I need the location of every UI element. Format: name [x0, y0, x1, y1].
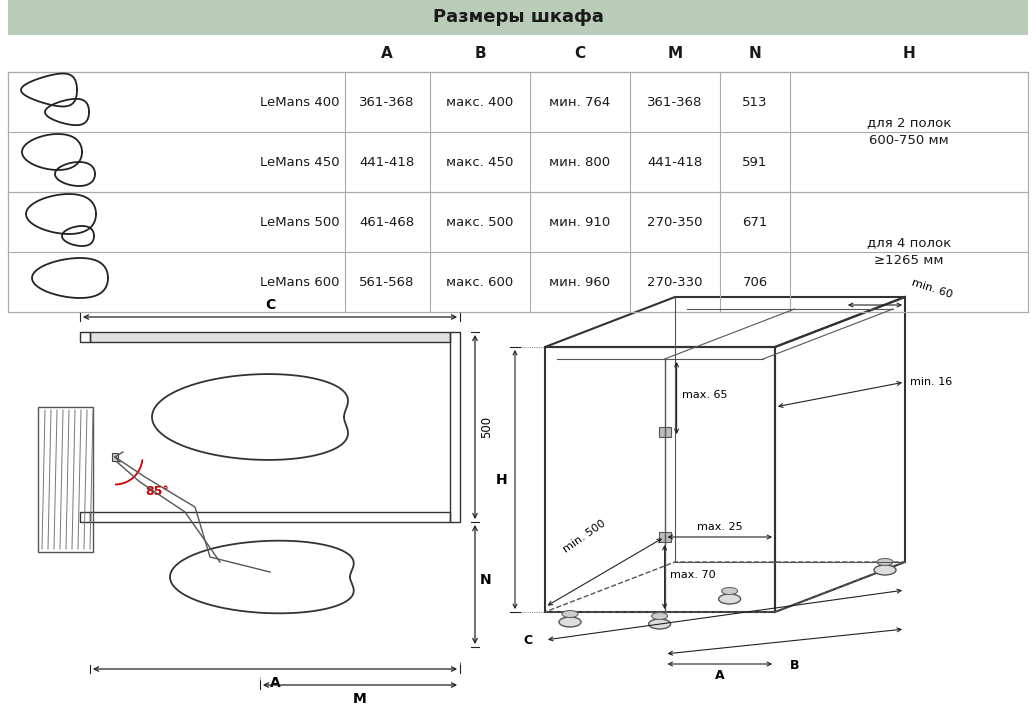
- Text: min. 16: min. 16: [910, 377, 952, 387]
- Text: B: B: [790, 659, 800, 672]
- Text: 441-418: 441-418: [648, 156, 702, 168]
- Text: макс. 400: макс. 400: [447, 95, 514, 108]
- Text: C: C: [265, 298, 276, 312]
- Ellipse shape: [562, 611, 578, 617]
- Text: макс. 600: макс. 600: [447, 276, 514, 288]
- Bar: [8, 0, 1028, 35]
- Bar: [659, 427, 670, 437]
- Bar: [90, 332, 450, 342]
- Text: 361-368: 361-368: [359, 95, 414, 108]
- Text: 500: 500: [480, 416, 493, 438]
- Text: 706: 706: [743, 276, 768, 288]
- Text: H: H: [495, 472, 507, 486]
- Text: мин. 764: мин. 764: [549, 95, 610, 108]
- Text: для 4 полок
≥1265 мм: для 4 полок ≥1265 мм: [867, 237, 951, 267]
- Text: 461-468: 461-468: [359, 216, 414, 228]
- Text: 270-330: 270-330: [648, 276, 702, 288]
- Text: для 2 полок
600-750 мм: для 2 полок 600-750 мм: [867, 117, 951, 148]
- Bar: [112, 453, 118, 461]
- Text: max. 65: max. 65: [682, 390, 727, 400]
- Text: min. 500: min. 500: [562, 518, 608, 554]
- Text: LeMans 600: LeMans 600: [260, 276, 340, 288]
- Text: C: C: [574, 46, 585, 61]
- Ellipse shape: [719, 594, 741, 604]
- Text: A: A: [715, 669, 724, 682]
- Text: LeMans 400: LeMans 400: [260, 95, 340, 108]
- Text: min. 60: min. 60: [910, 277, 953, 300]
- Text: max. 25: max. 25: [697, 522, 743, 532]
- Text: LeMans 450: LeMans 450: [260, 156, 340, 168]
- Text: мин. 910: мин. 910: [549, 216, 610, 228]
- Text: 513: 513: [742, 95, 768, 108]
- Bar: [80, 512, 90, 522]
- Ellipse shape: [722, 588, 738, 595]
- Text: M: M: [667, 46, 683, 61]
- Ellipse shape: [652, 612, 667, 619]
- Text: A: A: [269, 676, 281, 690]
- Bar: [90, 512, 450, 522]
- Text: мин. 800: мин. 800: [549, 156, 610, 168]
- Bar: [450, 332, 460, 522]
- Text: C: C: [524, 633, 533, 646]
- Text: A: A: [381, 46, 393, 61]
- Text: M: M: [353, 692, 367, 706]
- Text: 591: 591: [743, 156, 768, 168]
- Text: 85°: 85°: [145, 485, 169, 498]
- Bar: [80, 332, 90, 342]
- Text: N: N: [480, 573, 492, 587]
- Text: макс. 450: макс. 450: [447, 156, 514, 168]
- Bar: [90, 332, 450, 342]
- Bar: [545, 347, 775, 612]
- Bar: [38, 407, 93, 552]
- Text: 361-368: 361-368: [648, 95, 702, 108]
- Text: макс. 500: макс. 500: [447, 216, 514, 228]
- Text: LeMans 500: LeMans 500: [260, 216, 340, 228]
- Text: max. 70: max. 70: [669, 570, 715, 580]
- Text: 671: 671: [743, 216, 768, 228]
- Text: H: H: [902, 46, 916, 61]
- Ellipse shape: [874, 565, 896, 575]
- Text: Размеры шкафа: Размеры шкафа: [433, 8, 603, 26]
- Ellipse shape: [559, 617, 581, 627]
- Text: мин. 960: мин. 960: [549, 276, 610, 288]
- Text: 561-568: 561-568: [359, 276, 414, 288]
- Ellipse shape: [649, 619, 670, 629]
- Text: B: B: [474, 46, 486, 61]
- Ellipse shape: [877, 559, 893, 566]
- Text: 441-418: 441-418: [359, 156, 414, 168]
- Text: 270-350: 270-350: [648, 216, 702, 228]
- Bar: [659, 532, 670, 542]
- Text: N: N: [749, 46, 761, 61]
